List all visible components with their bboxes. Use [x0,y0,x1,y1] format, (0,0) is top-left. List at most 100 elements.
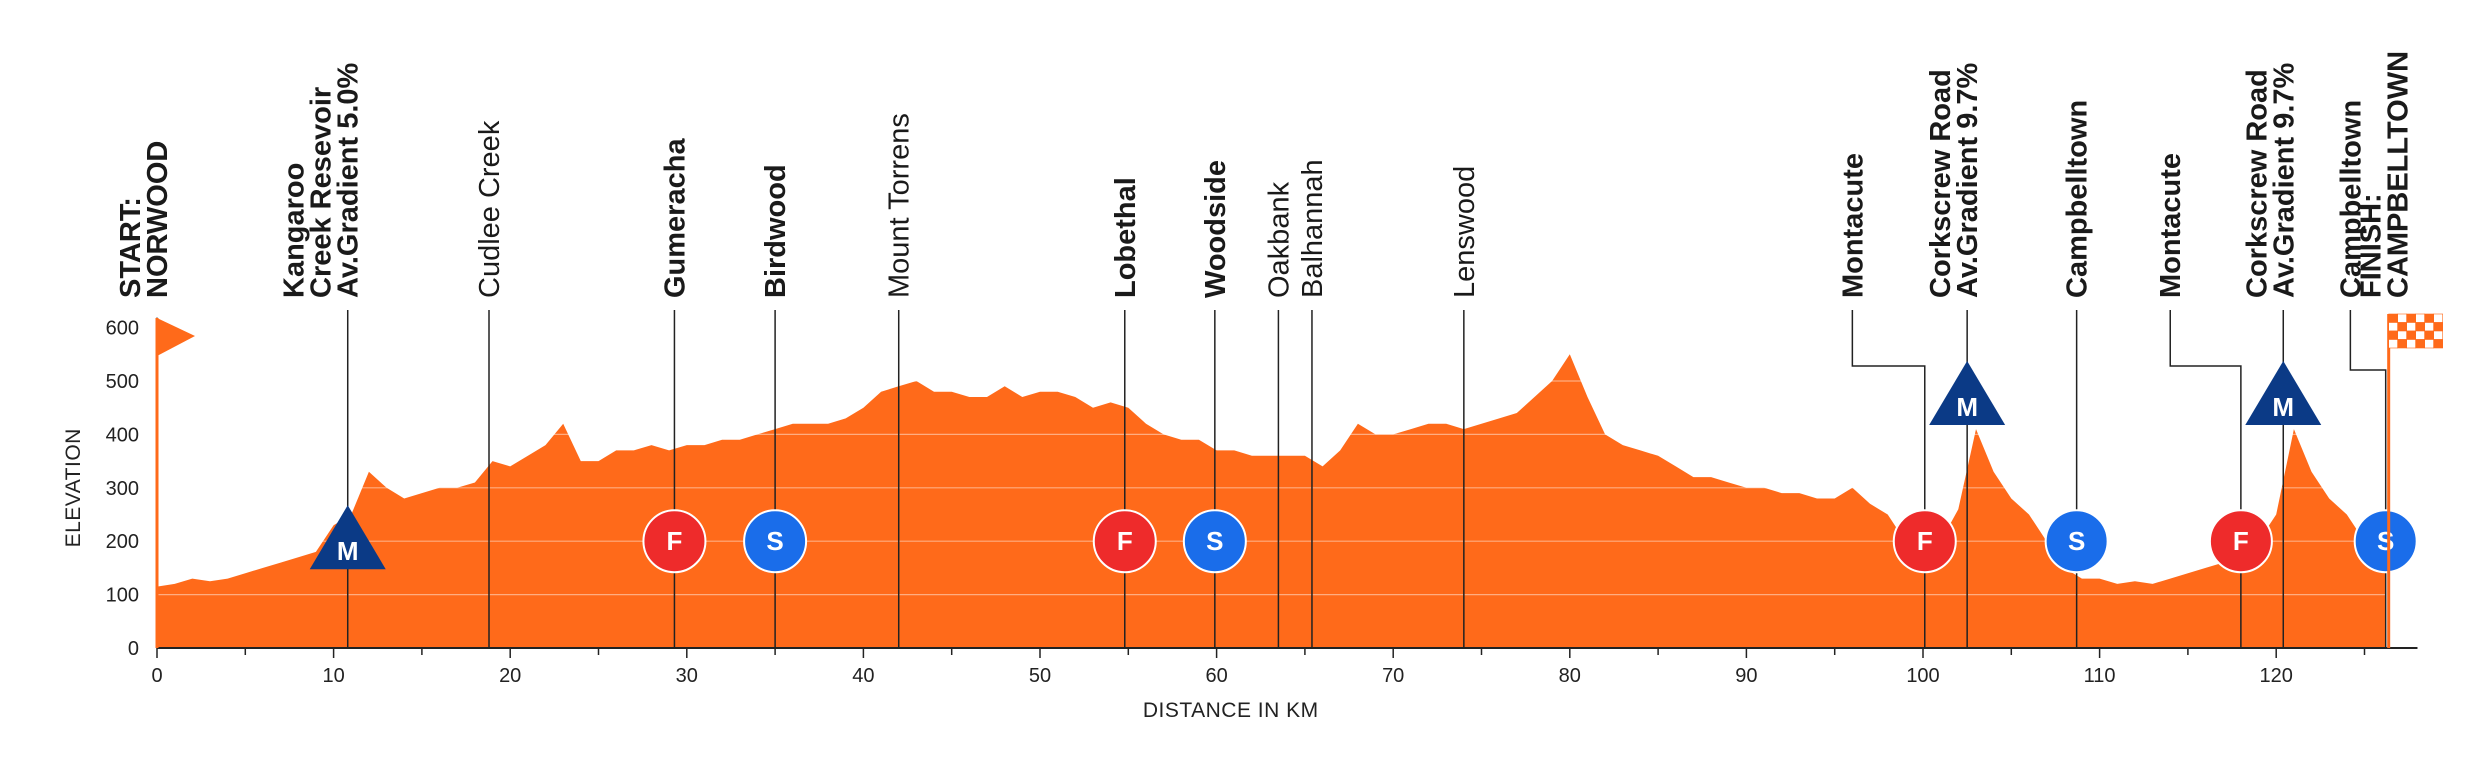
x-tick-label: 10 [322,665,344,687]
finish-flag-cell [2406,313,2416,323]
location-label: Oakbank [1263,181,1295,298]
feed-marker-label: F [666,526,682,556]
location-label: Lobethal [1110,177,1142,298]
location-label: Mount Torrens [884,113,916,298]
feed-circle [642,509,707,574]
location-label: Cudlee Creek [474,120,506,298]
location-label: Campbelltown [2062,100,2094,298]
x-tick-label: 0 [151,665,162,687]
feed-marker-label: F [1917,526,1933,556]
sprint-marker: S [1182,509,1247,574]
location-label: Balhannah [1297,159,1329,298]
y-tick-label: 200 [106,531,139,553]
y-tick-label: 400 [106,424,139,446]
y-tick-label: 0 [128,638,139,660]
location-label: START: [115,197,147,298]
sprint-circle [1182,509,1247,574]
sprint-marker-label: S [1206,526,1223,556]
finish-flag-cell [2406,330,2416,340]
location-label: Av.Gradient 9.7% [1952,62,1984,298]
y-axis-title: ELEVATION [62,428,85,547]
location-label: Birdwood [760,164,792,298]
climb-marker: M [2245,361,2322,426]
climb-triangle [309,505,386,570]
sprint-circle [2353,509,2418,574]
x-tick-label: 70 [1382,665,1404,687]
location-label: Lenswood [1449,166,1481,298]
finish-flag-cell [2433,313,2443,323]
location-label: Av.Gradient 5.0% [333,62,365,298]
finish-flag-cell [2415,339,2425,349]
climb-triangle [2245,361,2322,426]
climb-triangle [1929,361,2006,426]
finish-flag-cell [2424,330,2434,340]
stage-markers: M F S F S F M S F M S [309,361,2418,574]
location-label: Montacute [2155,153,2187,298]
x-tick-label: 20 [499,665,521,687]
climb-marker-label: M [337,536,359,566]
y-tick-label: 500 [106,371,139,393]
sprint-circle [2044,509,2109,574]
sprint-marker-label: S [2377,526,2394,556]
location-label: Gumeracha [659,138,691,298]
x-tick-label: 50 [1029,665,1051,687]
finish-flag-cell [2415,322,2425,332]
finish-flag-cell [2397,313,2407,323]
y-tick-label: 100 [106,585,139,607]
finish-flag-cell [2424,322,2434,332]
finish-label: FINISH: [2356,193,2388,298]
finish-flag-cell [2388,322,2398,332]
finish-flag-cell [2388,339,2398,349]
sprint-marker: S [2353,509,2418,574]
feed-marker: F [1092,509,1157,574]
sprint-marker-label: S [2068,526,2085,556]
climb-marker: M [1929,361,2006,426]
leader-line [2349,310,2387,648]
y-tick-label: 300 [106,478,139,500]
finish-flag-cell [2415,330,2425,340]
location-label: Woodside [1200,160,1232,298]
sprint-marker: S [2044,509,2109,574]
x-axis-title: DISTANCE IN KM [1143,699,1319,722]
finish-flag-cell [2433,339,2443,349]
finish-flag-cell [2424,339,2434,349]
finish-flag-cell [2406,339,2416,349]
finish-flag-cell [2415,313,2425,323]
elevation-area [157,327,2386,648]
location-label: NORWOOD [142,141,174,298]
x-tick-label: 40 [852,665,874,687]
finish-flag-cell [2397,322,2407,332]
y-tick-label: 600 [106,318,139,340]
sprint-circle [743,509,808,574]
location-label: Kangaroo [279,163,311,298]
location-label: Corkscrew Road [1925,69,1957,298]
x-tick-label: 60 [1205,665,1227,687]
finish-flag-cell [2397,330,2407,340]
feed-marker-label: F [2233,526,2249,556]
feed-marker: F [2208,509,2273,574]
feed-circle [1092,509,1157,574]
x-tick-label: 120 [2260,665,2293,687]
start-finish-flags [155,313,2443,648]
finish-flag-cell [2433,330,2443,340]
location-label: Corkscrew Road [2241,69,2273,298]
feed-circle [2208,509,2273,574]
finish-flag-cell [2406,322,2416,332]
x-tick-label: 80 [1559,665,1581,687]
finish-flag-cell [2388,330,2398,340]
finish-flag-cell [2388,313,2398,323]
elevation-profile-area [157,354,2386,648]
leader-line [1851,310,1926,648]
finish-flag-cell [2424,313,2434,323]
climb-marker-label: M [2272,392,2294,422]
location-leader-lines [346,310,2387,648]
feed-circle [1892,509,1957,574]
climb-marker-label: M [1956,392,1978,422]
location-label: Montacute [1837,153,1869,298]
x-tick-label: 90 [1735,665,1757,687]
finish-flag-cell [2397,339,2407,349]
finish-flag-cell [2433,322,2443,332]
feed-marker: F [642,509,707,574]
leader-line [2169,310,2242,648]
